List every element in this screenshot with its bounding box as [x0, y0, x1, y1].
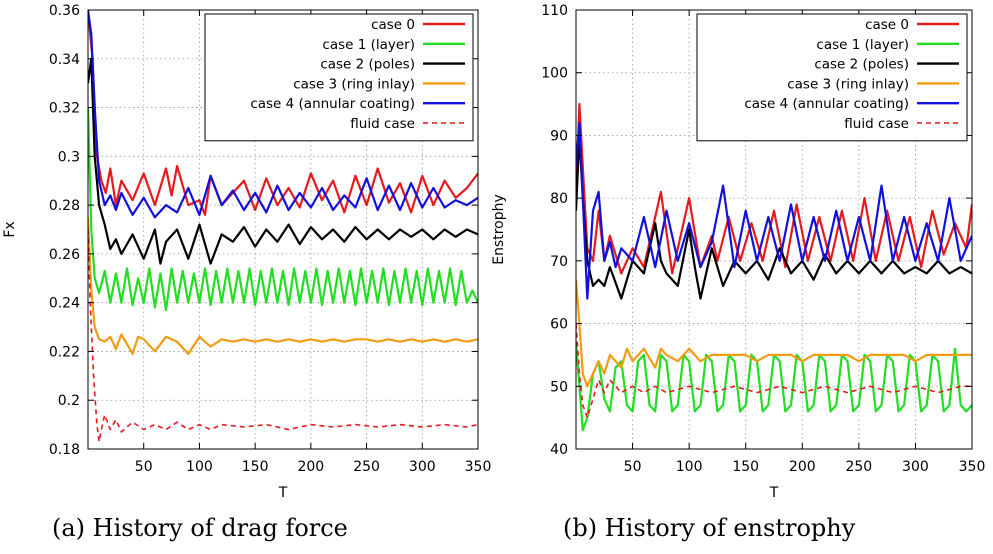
- x-axis-label: T: [278, 485, 288, 501]
- series-line-case-1-layer-: [576, 342, 972, 432]
- panel-drag-force: 50 100 150 200 250 300 350 0.18 0.2 0.22 0.24 0.26 0…: [2, 3, 491, 501]
- y-tick-label: 0.18: [49, 442, 80, 458]
- panel-enstrophy: 50 100 150 200 250 300 350 40 50 60 70 80 90 100 110 T E…: [491, 3, 985, 501]
- series-line-case-4-annular-coating-: [88, 10, 478, 219]
- y-tick-label: 0.28: [49, 198, 80, 214]
- series-line-case-0: [88, 10, 478, 216]
- x-tick-label: 200: [789, 459, 816, 475]
- y-tick-label: 70: [550, 254, 568, 270]
- y-tick-label: 0.26: [49, 247, 80, 263]
- legend-label: case 2 (poles): [320, 57, 415, 73]
- caption-a: (a) History of drag force: [52, 514, 348, 542]
- series-line-case-3-ring-inlay-: [88, 217, 478, 355]
- series-group: [88, 10, 478, 443]
- legend-label: case 0: [865, 17, 909, 33]
- legend-box: [696, 13, 968, 142]
- y-tick-label: 0.36: [49, 3, 80, 19]
- y-tick-label: 0.32: [49, 101, 80, 117]
- series-line-case-4-annular-coating-: [576, 121, 972, 300]
- x-tick-label: 200: [297, 459, 324, 475]
- x-tick-label: 150: [732, 459, 759, 475]
- y-tick-label: 0.22: [49, 344, 80, 360]
- legend-label: case 2 (poles): [814, 57, 909, 73]
- x-tick-label: 150: [242, 459, 269, 475]
- y-tick-label: 0.34: [49, 52, 80, 68]
- legend-label: case 3 (ring inlay): [293, 76, 415, 92]
- y-tick-label: 0.24: [49, 296, 80, 312]
- legend-box: [204, 13, 474, 142]
- legend-label: fluid case: [844, 116, 909, 132]
- x-tick-label: 350: [959, 459, 986, 475]
- series-line-case-2-poles-: [88, 57, 478, 265]
- series-line-case-3-ring-inlay-: [576, 279, 972, 388]
- series-line-fluid-case: [576, 323, 972, 419]
- series-line-fluid-case: [88, 229, 478, 443]
- x-tick-label: 50: [624, 459, 642, 475]
- y-tick-label: 100: [541, 66, 568, 82]
- x-tick-label: 300: [409, 459, 436, 475]
- y-tick-label: 40: [550, 442, 568, 458]
- x-tick-label: 100: [676, 459, 703, 475]
- x-tick-label: 300: [902, 459, 929, 475]
- legend-label: case 4 (annular coating): [250, 96, 415, 112]
- series-group: [576, 102, 972, 432]
- plot-frame: [575, 9, 973, 450]
- legend-label: case 1 (layer): [322, 37, 415, 53]
- y-tick-label: 0.2: [58, 393, 80, 409]
- y-tick-label: 60: [550, 317, 568, 333]
- y-tick-label: 110: [541, 3, 568, 19]
- x-axis-label: T: [769, 485, 779, 501]
- legend-label: case 1 (layer): [816, 37, 909, 53]
- y-tick-label: 90: [550, 128, 568, 144]
- x-tick-label: 250: [845, 459, 872, 475]
- y-tick-label: 0.3: [58, 149, 80, 165]
- legend-label: case 3 (ring inlay): [787, 76, 909, 92]
- legend-label: case 0: [371, 17, 415, 33]
- x-tick-label: 250: [353, 459, 380, 475]
- legend-label: case 4 (annular coating): [744, 96, 909, 112]
- legend-label: fluid case: [350, 116, 415, 132]
- y-axis-label: Enstrophy: [491, 194, 507, 265]
- series-line-case-2-poles-: [576, 134, 972, 300]
- x-tick-label: 100: [186, 459, 213, 475]
- x-tick-label: 350: [465, 459, 492, 475]
- caption-b: (b) History of enstrophy: [563, 514, 856, 542]
- y-axis-label: Fx: [2, 221, 18, 237]
- x-tick-label: 50: [135, 459, 153, 475]
- series-line-case-1-layer-: [88, 107, 478, 312]
- y-tick-label: 80: [550, 191, 568, 207]
- plot-frame: [87, 9, 479, 450]
- y-tick-label: 50: [550, 379, 568, 395]
